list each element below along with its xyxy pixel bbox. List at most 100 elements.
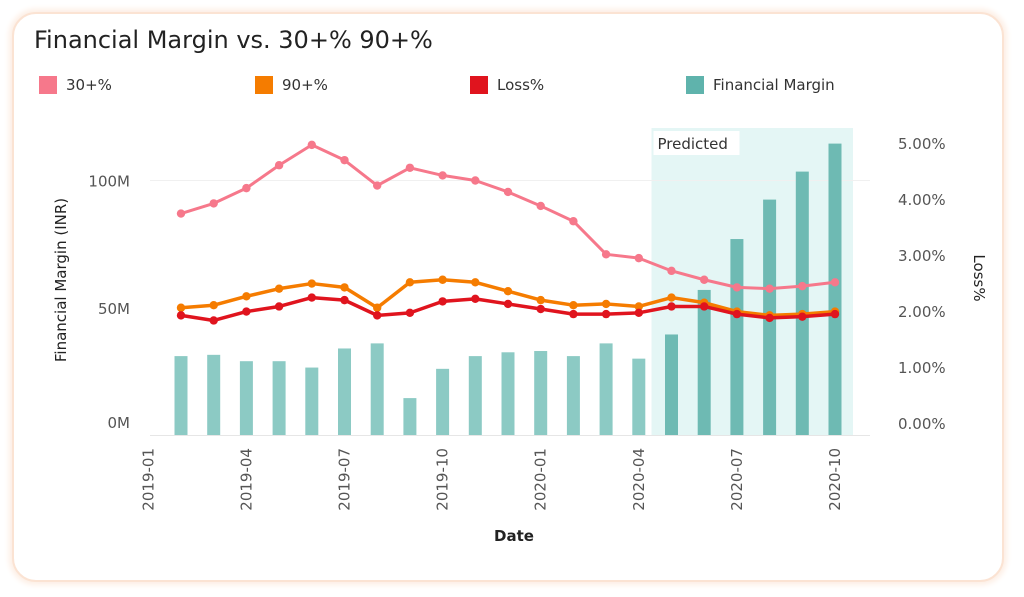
- series-30-point: [667, 266, 676, 276]
- legend-label-90: 90+%: [282, 76, 328, 94]
- series-30-point: [536, 201, 545, 211]
- series-loss-point: [700, 302, 709, 311]
- series-loss-point: [438, 297, 447, 306]
- bar-financial-margin: [632, 358, 646, 435]
- series-30-point: [830, 278, 840, 287]
- series-30-point: [242, 183, 251, 193]
- legend-item-30[interactable]: 30+%: [39, 75, 112, 95]
- x-tick-label: 2019-01: [139, 448, 157, 511]
- series-30-point: [700, 275, 709, 284]
- series-30-point: [798, 281, 807, 291]
- series-30-point: [438, 171, 447, 180]
- legend-label-margin: Financial Margin: [713, 76, 835, 94]
- series-loss-point: [765, 313, 774, 323]
- series-loss-point: [503, 299, 513, 309]
- bar-financial-margin: [828, 143, 842, 435]
- bar-financial-margin: [272, 361, 286, 435]
- legend-swatch-margin: [686, 76, 704, 94]
- bar-financial-margin: [730, 239, 744, 435]
- series-90-point: [373, 303, 382, 312]
- series-90-point: [209, 301, 218, 310]
- x-axis-title: Date: [494, 527, 534, 545]
- series-loss-point: [798, 312, 807, 321]
- y-right-tick-label: 3.00%: [898, 247, 946, 265]
- series-30-point: [765, 284, 774, 293]
- x-tick-label: 2019-04: [237, 448, 255, 511]
- legend-item-90[interactable]: 90+%: [255, 75, 328, 95]
- series-90-point: [438, 275, 447, 284]
- bar-financial-margin: [370, 343, 384, 435]
- bar-financial-margin: [566, 356, 580, 435]
- series-loss-point: [176, 311, 186, 320]
- series-90-point: [471, 278, 480, 287]
- bar-financial-margin: [501, 352, 515, 435]
- series-loss-point: [569, 309, 578, 319]
- bar-financial-margin: [665, 334, 678, 435]
- series-30-point: [373, 181, 382, 190]
- bar-financial-margin: [534, 351, 548, 435]
- series-loss-point: [634, 308, 643, 318]
- y-right-tick-label: 1.00%: [898, 359, 946, 377]
- series-loss-point: [536, 304, 545, 314]
- bar-financial-margin: [436, 368, 450, 435]
- series-30-point: [176, 209, 186, 218]
- y-right-tick-label: 2.00%: [898, 303, 946, 321]
- predicted-label: Predicted: [658, 135, 728, 153]
- series-loss-point: [340, 295, 349, 305]
- x-tick-label: 2020-01: [532, 448, 550, 511]
- y-right-axis-title: Loss%: [970, 254, 988, 301]
- y-right-tick-label: 4.00%: [898, 191, 946, 209]
- x-tick-label: 2019-07: [336, 448, 354, 511]
- series-30-point: [601, 250, 611, 259]
- bar-financial-margin: [795, 171, 809, 435]
- series-loss-point: [307, 293, 316, 302]
- legend-item-margin[interactable]: Financial Margin: [686, 75, 835, 95]
- legend-item-loss[interactable]: Loss%: [470, 75, 544, 95]
- predicted-band: [651, 128, 853, 435]
- series-loss-point: [601, 309, 611, 319]
- bar-financial-margin: [599, 343, 613, 435]
- series-loss-point: [373, 311, 382, 320]
- series-90-point: [667, 293, 676, 302]
- series-loss-point: [242, 307, 251, 316]
- series-90-point: [242, 292, 251, 301]
- bar-financial-margin: [239, 361, 253, 435]
- series-loss-point: [667, 302, 676, 311]
- series-loss-point: [471, 294, 480, 304]
- bar-financial-margin: [697, 289, 711, 435]
- series-90-point: [536, 295, 545, 305]
- x-tick-label: 2019-10: [434, 448, 452, 511]
- series-loss-point: [405, 308, 415, 318]
- y-right-tick-label: 0.00%: [898, 415, 946, 433]
- series-90-point: [503, 287, 513, 296]
- legend-swatch-loss: [470, 76, 488, 94]
- series-30-point: [569, 217, 578, 226]
- series-30-point: [274, 161, 284, 170]
- series-90-point: [274, 284, 284, 293]
- series-90-point: [634, 302, 643, 311]
- bar-financial-margin: [403, 398, 417, 435]
- series-30-point: [209, 199, 218, 208]
- legend-label-loss: Loss%: [497, 76, 545, 94]
- y-left-tick-label: 50M: [98, 300, 130, 318]
- bar-financial-margin: [174, 356, 188, 435]
- predicted-label-bg: [653, 131, 740, 155]
- series-30-point: [405, 163, 415, 172]
- series-30-point: [634, 253, 643, 263]
- series-30-point: [503, 187, 513, 197]
- bar-financial-margin: [207, 354, 221, 435]
- series-90-point: [340, 283, 349, 292]
- series-loss-point: [732, 309, 742, 319]
- series-90-point: [569, 301, 578, 310]
- bar-financial-margin: [468, 356, 482, 435]
- series-loss-point: [830, 309, 840, 319]
- series-30-point: [307, 140, 316, 150]
- y-left-axis-title: Financial Margin (INR): [52, 198, 70, 362]
- series-90-point: [405, 278, 415, 287]
- x-tick-label: 2020-07: [728, 448, 746, 511]
- legend-swatch-90: [255, 76, 273, 94]
- legend-label-30: 30+%: [66, 76, 112, 94]
- x-tick-label: 2020-04: [630, 448, 648, 511]
- y-right-tick-label: 5.00%: [898, 135, 946, 153]
